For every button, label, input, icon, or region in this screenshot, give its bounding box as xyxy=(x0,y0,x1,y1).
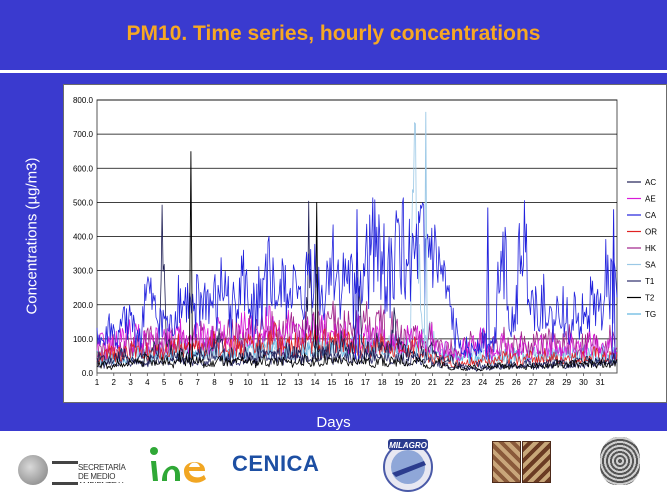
series-peak-T2 xyxy=(314,202,319,360)
series-line-AE xyxy=(96,305,618,362)
x-axis-label: Days xyxy=(316,414,351,431)
y-tick-label: 500.0 xyxy=(73,198,94,207)
slide-title: PM10. Time series, hourly concentrations xyxy=(126,22,541,45)
legend-label-HK: HK xyxy=(645,244,657,253)
legend-label-AE: AE xyxy=(645,195,656,204)
y-tick-label: 700.0 xyxy=(73,130,94,139)
series-peak-CA xyxy=(611,209,616,360)
series-line-T2 xyxy=(96,350,618,372)
y-tick-label: 300.0 xyxy=(73,267,94,276)
title-divider xyxy=(0,70,667,73)
x-tick-label: 11 xyxy=(261,378,270,387)
series-line-CA xyxy=(96,197,618,360)
x-tick-label: 7 xyxy=(195,378,200,387)
x-tick-label: 24 xyxy=(478,378,487,387)
x-tick-label: 4 xyxy=(145,378,150,387)
series-peak-SA xyxy=(423,111,428,360)
crest-left-icon xyxy=(492,441,521,483)
milagro-logo-text: MILAGRO xyxy=(389,441,428,450)
x-tick-label: 1 xyxy=(95,378,100,387)
crest-right-icon xyxy=(522,441,551,483)
y-axis-label: Concentrations (µg/m3) xyxy=(23,157,41,315)
x-tick-label: 22 xyxy=(445,378,454,387)
x-tick-label: 16 xyxy=(344,378,353,387)
series-line-AC xyxy=(96,200,618,372)
x-tick-label: 2 xyxy=(112,378,117,387)
x-tick-label: 12 xyxy=(277,378,286,387)
legend-label-TG: TG xyxy=(645,310,656,319)
logo-strip: SECRETARÍA DE MEDIO AMBIENTE Y RECURSOS … xyxy=(0,431,667,500)
x-tick-label: 6 xyxy=(179,378,184,387)
x-tick-label: 14 xyxy=(311,378,320,387)
semarnat-logo: SECRETARÍA DE MEDIO AMBIENTE Y RECURSOS … xyxy=(18,453,130,489)
crests-logo xyxy=(492,441,551,485)
x-tick-label: 10 xyxy=(244,378,253,387)
chart-frame: 0.0 100.0 200.0 300.0 400.0 500.0 600.0 700.0 80… xyxy=(63,84,667,403)
milagro-logo: MILAGRO xyxy=(382,437,434,493)
x-tick-label: 15 xyxy=(327,378,336,387)
legend-label-AC: AC xyxy=(645,178,656,187)
semarnat-emblem-icon xyxy=(18,455,48,485)
unam-seal-icon xyxy=(600,437,640,485)
legend-label-SA: SA xyxy=(645,261,656,270)
x-tick-label: 18 xyxy=(378,378,387,387)
series-line-T1 xyxy=(96,349,618,371)
cenica-logo: CENICA xyxy=(232,451,320,476)
y-tick-label: 800.0 xyxy=(73,96,94,105)
ine-logo-icon xyxy=(150,447,206,483)
y-tick-label: 600.0 xyxy=(73,164,94,173)
milagro-logo-icon: MILAGRO xyxy=(383,439,433,492)
x-tick-label: 17 xyxy=(361,378,370,387)
pm10-line-chart: 0.0 100.0 200.0 300.0 400.0 500.0 600.0 700.0 80… xyxy=(73,96,657,387)
x-tick-label: 26 xyxy=(512,378,521,387)
ine-logo xyxy=(148,441,210,489)
legend-label-CA: CA xyxy=(645,211,657,220)
x-tick-label: 25 xyxy=(495,378,504,387)
x-tick-label: 13 xyxy=(294,378,303,387)
y-tick-label: 400.0 xyxy=(73,233,94,242)
x-tick-label: 9 xyxy=(229,378,234,387)
semarnat-wordmark: SECRETARÍA DE MEDIO AMBIENTE Y RECURSOS … xyxy=(78,463,126,483)
legend-label-T1: T1 xyxy=(645,277,655,286)
series-peak-CA xyxy=(485,207,490,360)
x-tick-label: 23 xyxy=(462,378,471,387)
x-tick-label: 31 xyxy=(596,378,605,387)
y-tick-label: 200.0 xyxy=(73,301,94,310)
x-tick-label: 27 xyxy=(529,378,538,387)
x-tick-label: 8 xyxy=(212,378,217,387)
x-tick-label: 29 xyxy=(562,378,571,387)
legend-label-T2: T2 xyxy=(645,294,655,303)
y-tick-label: 0.0 xyxy=(82,369,94,378)
legend-label-OR: OR xyxy=(645,228,657,237)
series-line-OR xyxy=(96,322,618,368)
y-tick-label: 100.0 xyxy=(73,335,94,344)
x-tick-label: 3 xyxy=(128,378,133,387)
x-tick-label: 30 xyxy=(579,378,588,387)
x-tick-label: 20 xyxy=(411,378,420,387)
semarnat-bars-icon xyxy=(52,461,78,485)
series-peak-T2 xyxy=(188,151,193,360)
series-peak-CA xyxy=(355,209,359,360)
unam-logo xyxy=(600,437,642,489)
x-tick-label: 5 xyxy=(162,378,167,387)
x-tick-label: 21 xyxy=(428,378,437,387)
x-tick-label: 19 xyxy=(394,378,403,387)
x-tick-label: 28 xyxy=(545,378,554,387)
